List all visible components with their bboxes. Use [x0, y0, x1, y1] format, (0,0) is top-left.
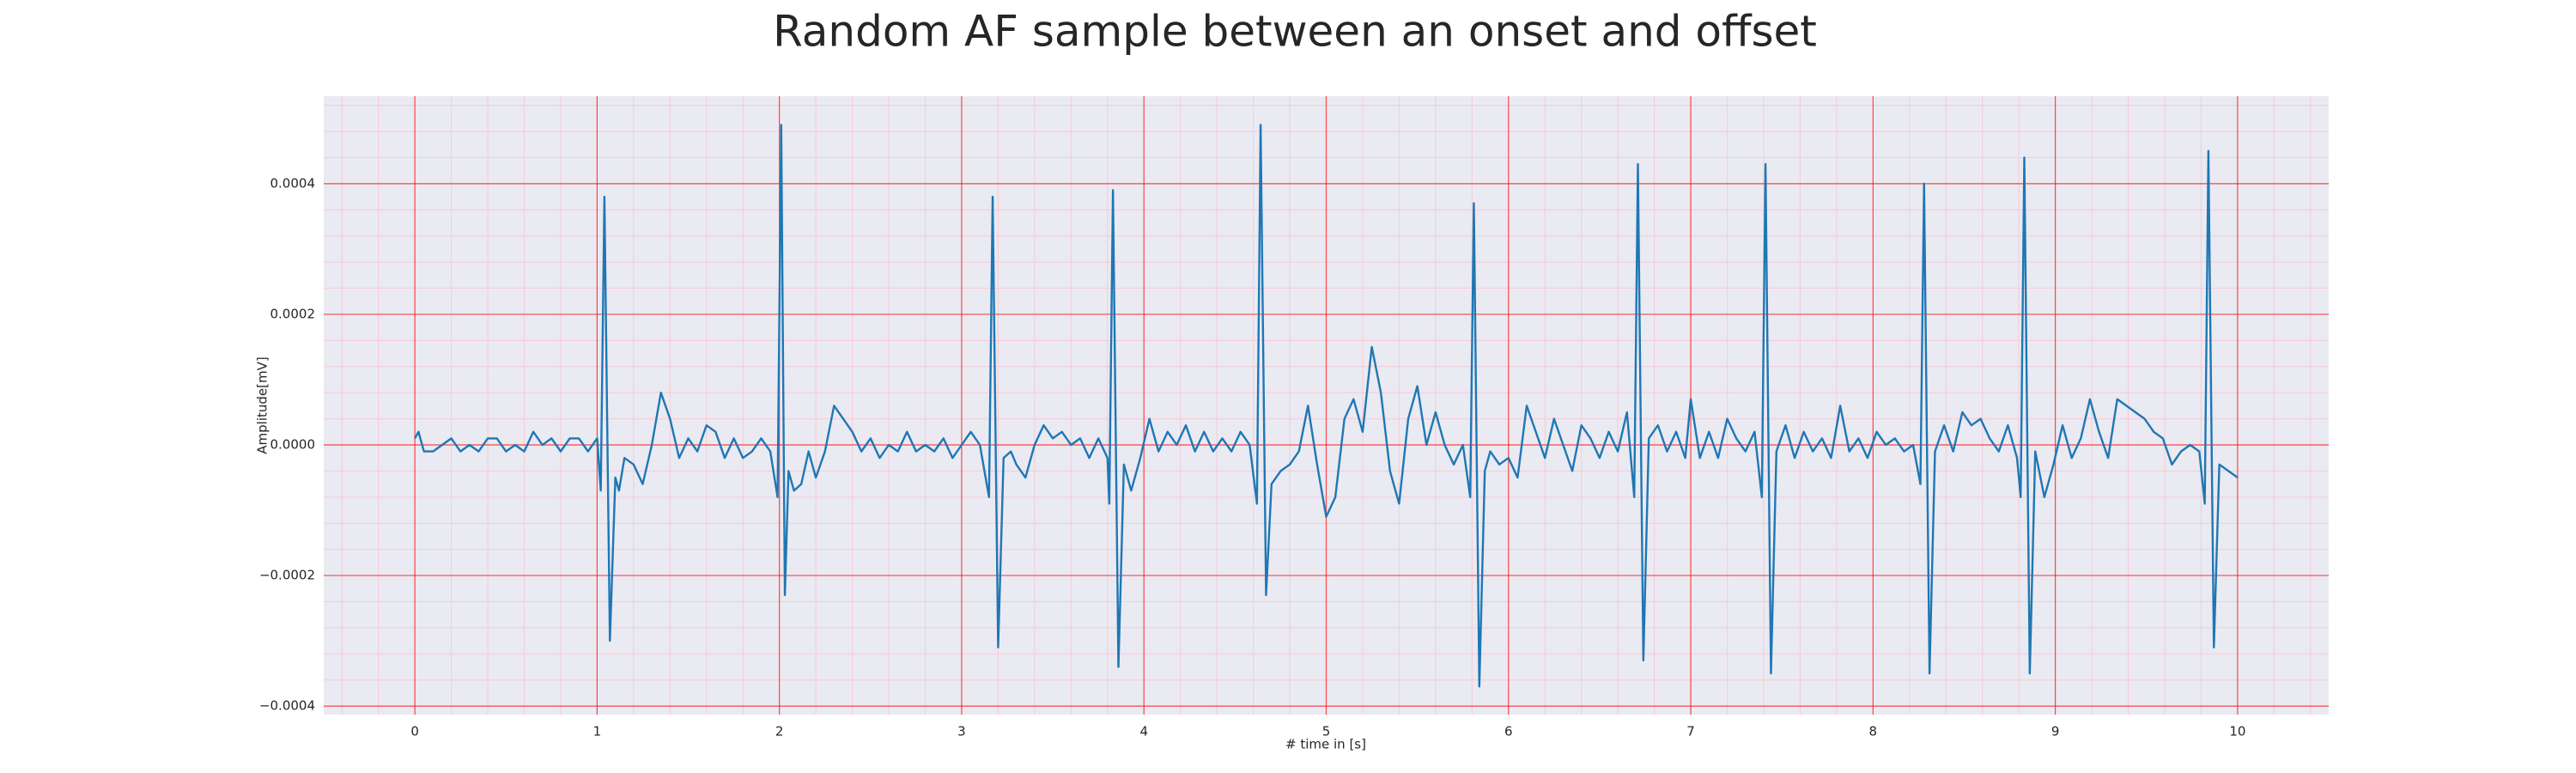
- x-tick-label: 2: [775, 724, 784, 740]
- tick-labels: 0 1 2 3 4 5 6 7 8 9 10 −0.0004 −0.0002 0.0000 0.0002 0.…: [259, 175, 2245, 739]
- y-tick-label: −0.0002: [259, 568, 315, 583]
- x-tick-label: 4: [1139, 724, 1148, 740]
- y-tick-label: 0.0002: [270, 306, 316, 321]
- y-axis-label: Amplitude[mV]: [255, 356, 270, 453]
- y-tick-label: 0.0004: [270, 175, 316, 191]
- major-grid: [324, 96, 2329, 715]
- x-tick-label: 1: [593, 724, 602, 740]
- x-tick-label: 10: [2229, 724, 2245, 740]
- x-tick-label: 3: [957, 724, 966, 740]
- x-tick-label: 7: [1686, 724, 1695, 740]
- signal-line: [414, 124, 2239, 688]
- x-tick-label: 0: [410, 724, 419, 740]
- y-tick-label: −0.0004: [259, 698, 315, 714]
- x-tick-label: 5: [1322, 724, 1331, 740]
- x-tick-label: 8: [1869, 724, 1878, 740]
- y-tick-label: 0.0000: [270, 436, 316, 452]
- x-tick-label: 9: [2051, 724, 2060, 740]
- x-tick-label: 6: [1504, 724, 1513, 740]
- series: [414, 124, 2239, 688]
- x-axis-label: # time in [s]: [1285, 737, 1366, 752]
- chart-title: Random AF sample between an onset and of…: [773, 7, 1817, 57]
